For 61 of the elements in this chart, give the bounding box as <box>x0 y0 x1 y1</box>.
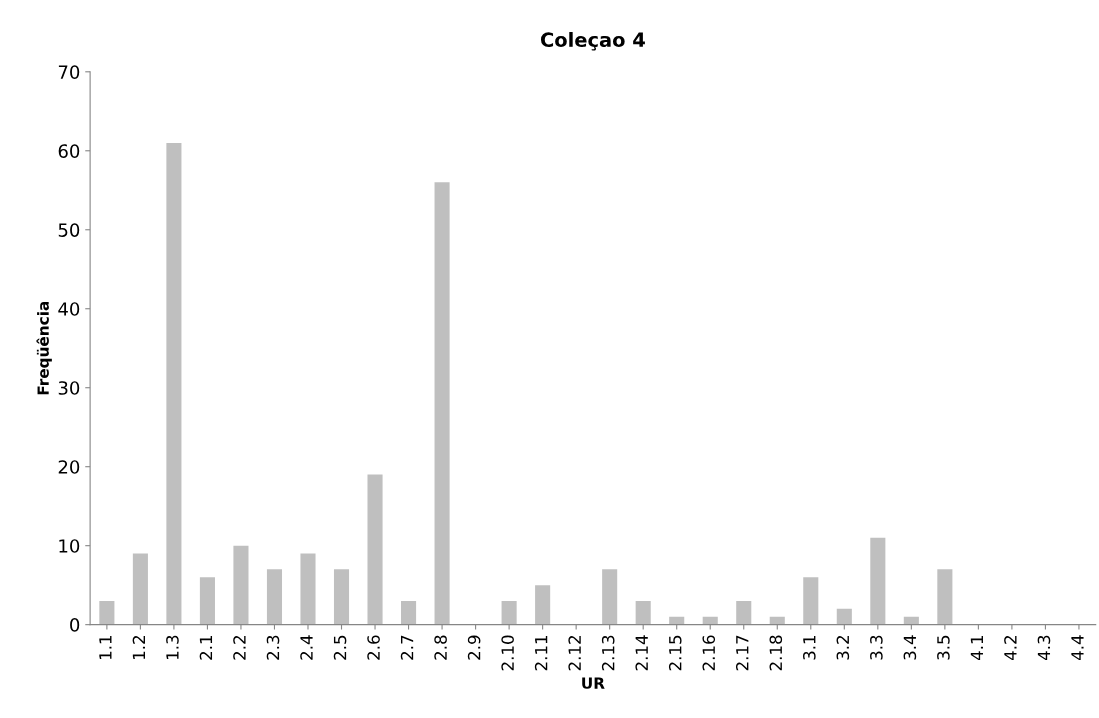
x-tick-label: 2.4 <box>300 635 313 660</box>
bar <box>132 553 148 625</box>
x-tick-label: 3.1 <box>803 635 816 660</box>
bar <box>199 577 215 625</box>
x-tick-label: 2.8 <box>434 635 447 660</box>
bar <box>937 569 953 625</box>
bar <box>401 600 417 625</box>
y-tick-label: 20 <box>58 460 80 474</box>
x-tick-label: 2.2 <box>233 636 246 660</box>
x-tick-label: 1.2 <box>132 636 145 660</box>
y-tick-label: 60 <box>58 144 80 158</box>
bar <box>266 569 283 625</box>
x-tick-label: 2.14 <box>635 635 648 671</box>
bar <box>434 182 450 625</box>
y-tick-label: 50 <box>58 223 80 237</box>
bar <box>333 569 350 625</box>
bar <box>736 600 752 625</box>
bar <box>300 553 316 625</box>
bar <box>99 600 115 625</box>
x-tick-label: 1.3 <box>166 635 179 660</box>
x-tick-label: 3.3 <box>870 635 883 660</box>
bar <box>166 142 182 625</box>
x-tick-label: 2.15 <box>668 635 682 671</box>
y-tick-label: 40 <box>58 302 80 316</box>
bar <box>233 545 249 625</box>
y-tick-label: 10 <box>59 539 80 553</box>
bar <box>836 608 852 625</box>
bar <box>501 600 517 625</box>
bar <box>803 577 819 625</box>
x-tick-label: 3.2 <box>836 636 850 660</box>
x-tick-label: 2.9 <box>467 635 481 660</box>
x-tick-label: 4.3 <box>1037 635 1051 661</box>
bar <box>535 585 551 625</box>
y-tick-label: 30 <box>58 381 80 395</box>
x-tick-label: 4.4 <box>1071 635 1084 661</box>
x-tick-label: 2.16 <box>702 635 716 671</box>
x-tick-label: 2.11 <box>534 635 548 671</box>
x-tick-label: 1.1 <box>99 635 112 660</box>
bar <box>367 474 383 625</box>
bar <box>870 537 886 625</box>
x-tick-label: 2.5 <box>333 635 347 660</box>
y-axis-title: Freqüência <box>36 301 52 395</box>
x-tick-label: 2.17 <box>735 635 749 671</box>
x-tick-label: 2.13 <box>601 635 615 671</box>
bar <box>602 569 618 625</box>
x-tick-label: 4.2 <box>1004 636 1017 661</box>
bar <box>635 600 651 625</box>
x-tick-label: 2.12 <box>568 636 581 671</box>
y-tick-label: 70 <box>58 65 80 79</box>
x-tick-label: 2.6 <box>367 635 380 660</box>
x-tick-label: 2.3 <box>266 635 280 660</box>
x-tick-label: 3.5 <box>937 635 950 660</box>
x-tick-label: 2.18 <box>769 635 783 671</box>
x-axis-title: UR <box>582 677 605 689</box>
x-tick-label: 2.10 <box>501 635 514 671</box>
x-tick-label: 3.4 <box>903 635 917 660</box>
x-tick-label: 4.1 <box>970 635 983 661</box>
chart-title: Coleçao 4 <box>540 32 645 51</box>
x-tick-label: 2.1 <box>199 635 213 660</box>
x-tick-label: 2.7 <box>400 635 414 660</box>
y-tick-label: 0 <box>70 618 80 632</box>
